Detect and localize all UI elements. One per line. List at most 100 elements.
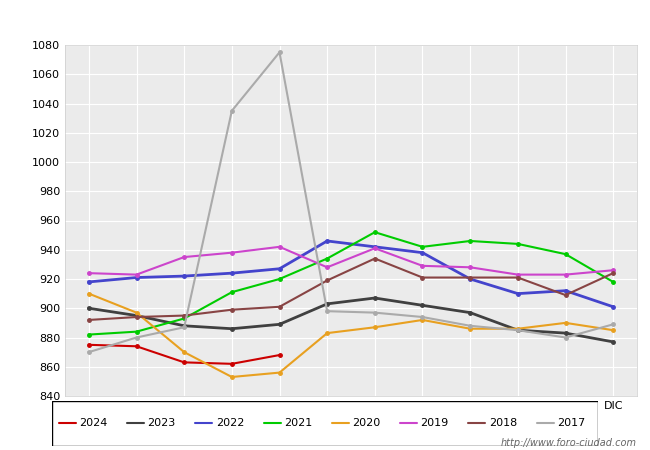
2024 — [276, 352, 283, 358]
2021 — [276, 276, 283, 282]
2022 — [133, 275, 140, 280]
Text: 2021: 2021 — [284, 418, 312, 428]
2018 — [85, 317, 93, 323]
2020 — [323, 330, 331, 336]
2021 — [609, 279, 617, 285]
2023 — [85, 306, 93, 311]
2020 — [228, 374, 236, 380]
2022 — [85, 279, 93, 285]
2021 — [323, 256, 331, 261]
Line: 2018: 2018 — [87, 257, 615, 322]
Line: 2019: 2019 — [87, 245, 615, 276]
2023 — [466, 310, 474, 315]
2022 — [514, 291, 522, 297]
Line: 2021: 2021 — [87, 230, 615, 336]
2018 — [228, 307, 236, 312]
Text: 2017: 2017 — [557, 418, 585, 428]
2020 — [133, 310, 140, 315]
2024 — [180, 360, 188, 365]
2017 — [85, 349, 93, 355]
2020 — [609, 328, 617, 333]
2018 — [180, 313, 188, 318]
2017 — [228, 108, 236, 113]
2021 — [180, 316, 188, 321]
2018 — [371, 256, 379, 261]
2022 — [228, 270, 236, 276]
2018 — [466, 275, 474, 280]
2020 — [371, 324, 379, 330]
2020 — [276, 370, 283, 375]
2023 — [371, 295, 379, 301]
2020 — [514, 326, 522, 332]
2023 — [133, 313, 140, 318]
2023 — [276, 322, 283, 327]
2021 — [85, 332, 93, 338]
2017 — [371, 310, 379, 315]
2022 — [371, 244, 379, 250]
2023 — [180, 323, 188, 328]
2019 — [371, 246, 379, 251]
2019 — [85, 270, 93, 276]
2019 — [609, 268, 617, 273]
2023 — [228, 326, 236, 332]
2018 — [609, 270, 617, 276]
Text: 2024: 2024 — [79, 418, 108, 428]
2022 — [562, 288, 569, 293]
2018 — [323, 278, 331, 283]
Text: 2022: 2022 — [216, 418, 244, 428]
Text: Afiliados en Tordoia a 31/5/2024: Afiliados en Tordoia a 31/5/2024 — [162, 9, 488, 27]
2021 — [133, 329, 140, 334]
Line: 2023: 2023 — [87, 296, 615, 344]
Line: 2024: 2024 — [87, 343, 281, 365]
Line: 2020: 2020 — [87, 292, 615, 379]
2020 — [419, 317, 426, 323]
2024 — [85, 342, 93, 347]
2019 — [562, 272, 569, 277]
2020 — [562, 320, 569, 326]
2020 — [466, 326, 474, 332]
2019 — [323, 265, 331, 270]
2023 — [609, 339, 617, 345]
2021 — [514, 241, 522, 247]
2017 — [466, 323, 474, 328]
2019 — [466, 265, 474, 270]
2018 — [133, 315, 140, 320]
2019 — [514, 272, 522, 277]
2018 — [419, 275, 426, 280]
2017 — [323, 309, 331, 314]
2021 — [228, 289, 236, 295]
2017 — [609, 322, 617, 327]
2022 — [180, 274, 188, 279]
2021 — [371, 230, 379, 235]
2017 — [276, 50, 283, 55]
2019 — [180, 254, 188, 260]
2017 — [562, 335, 569, 340]
Text: 2018: 2018 — [489, 418, 517, 428]
2022 — [323, 238, 331, 244]
2018 — [562, 292, 569, 298]
Text: 2019: 2019 — [421, 418, 448, 428]
2018 — [514, 275, 522, 280]
2020 — [180, 349, 188, 355]
2022 — [419, 250, 426, 256]
2017 — [180, 324, 188, 330]
2017 — [133, 335, 140, 340]
2018 — [276, 304, 283, 310]
2023 — [562, 330, 569, 336]
2017 — [514, 328, 522, 333]
2021 — [419, 244, 426, 250]
Text: 2023: 2023 — [148, 418, 176, 428]
2017 — [419, 315, 426, 320]
2024 — [228, 361, 236, 367]
2019 — [133, 272, 140, 277]
2021 — [562, 252, 569, 257]
2022 — [609, 304, 617, 310]
Text: 2020: 2020 — [352, 418, 380, 428]
Text: http://www.foro-ciudad.com: http://www.foro-ciudad.com — [501, 438, 637, 448]
2019 — [276, 244, 283, 250]
2023 — [419, 303, 426, 308]
2022 — [276, 266, 283, 271]
Line: 2022: 2022 — [87, 239, 615, 309]
2023 — [514, 328, 522, 333]
Line: 2017: 2017 — [87, 50, 615, 354]
